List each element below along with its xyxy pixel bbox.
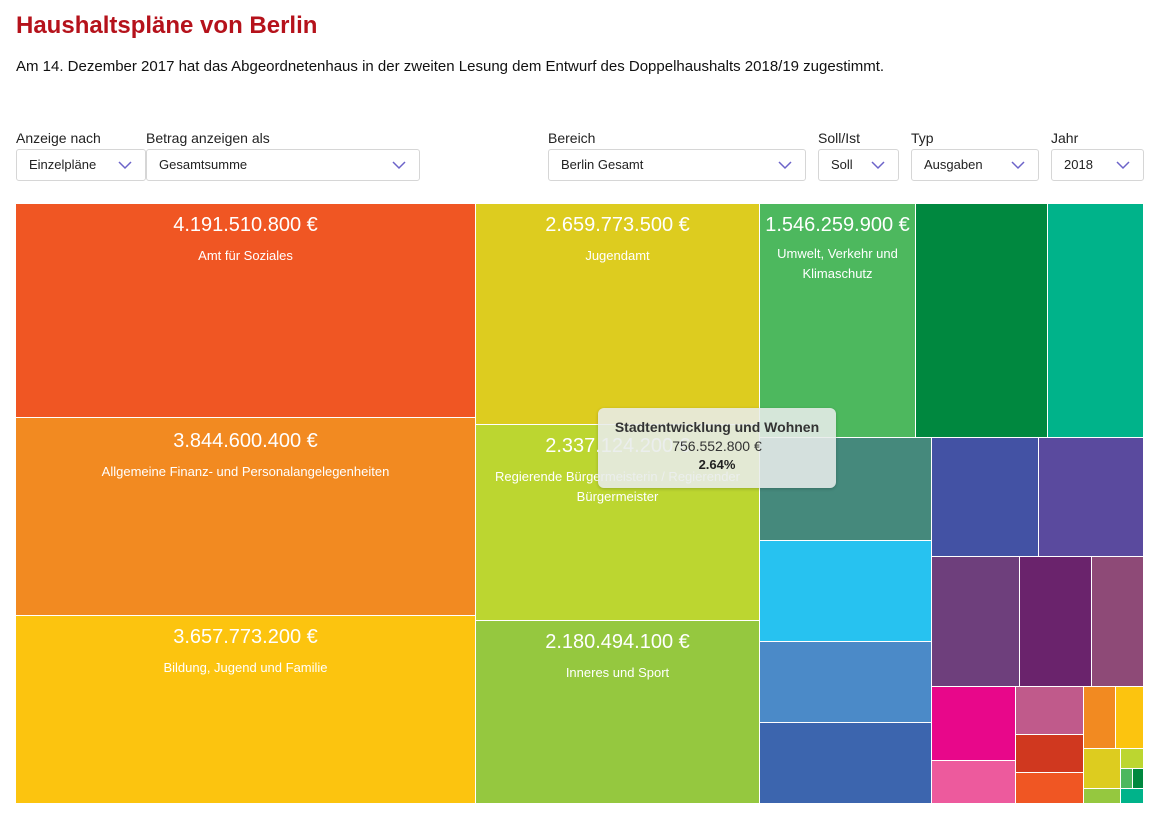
chevron-down-icon (778, 161, 792, 170)
bereich-value: Berlin Gesamt (561, 157, 644, 172)
treemap-tile[interactable]: 2.180.494.100 € Inneres und Sport (476, 621, 760, 804)
hover-tooltip: Stadtentwicklung und Wohnen 756.552.800 … (598, 408, 836, 488)
treemap-tile[interactable] (1084, 749, 1121, 789)
tile-value: 3.844.600.400 € (173, 430, 318, 452)
sollist-select[interactable]: Soll (818, 149, 899, 181)
typ-value: Ausgaben (924, 157, 983, 172)
chevron-down-icon (1116, 161, 1130, 170)
page-title: Haushaltspläne von Berlin (16, 12, 318, 39)
sollist-value: Soll (831, 157, 853, 172)
treemap-tile[interactable]: 4.191.510.800 € Amt für Soziales (16, 204, 476, 418)
tooltip-name: Stadtentwicklung und Wohnen (614, 419, 820, 435)
tile-name: Allgemeine Finanz- und Personalangelegen… (101, 464, 390, 479)
treemap-tile[interactable]: 2.659.773.500 € Jugendamt (476, 204, 760, 425)
treemap-tile[interactable] (760, 541, 932, 642)
treemap-tile[interactable] (1121, 749, 1144, 769)
treemap-tile[interactable] (932, 761, 1016, 804)
betrag-label: Betrag anzeigen als (146, 130, 270, 146)
treemap-tile[interactable] (760, 723, 932, 804)
chevron-down-icon (118, 161, 132, 170)
chevron-down-icon (1011, 161, 1025, 170)
betrag-value: Gesamtsumme (159, 157, 248, 172)
treemap-tile[interactable] (1039, 438, 1144, 557)
page-subtitle: Am 14. Dezember 2017 hat das Abgeordnete… (16, 58, 885, 75)
tile-name: Jugendamt (585, 248, 650, 263)
tile-name: Bildung, Jugend und Familie (163, 660, 328, 675)
bereich-select[interactable]: Berlin Gesamt (548, 149, 806, 181)
treemap-tile[interactable] (1116, 687, 1144, 749)
tile-name: Umwelt, Verkehr und Klimaschutz (777, 246, 898, 281)
treemap-tile[interactable] (1016, 687, 1084, 735)
tile-value: 3.657.773.200 € (173, 626, 318, 648)
bereich-label: Bereich (548, 130, 596, 146)
chevron-down-icon (871, 161, 885, 170)
treemap-tile[interactable] (1016, 773, 1084, 804)
treemap-tile[interactable]: 3.844.600.400 € Allgemeine Finanz- und Pe… (16, 418, 476, 616)
treemap-tile[interactable] (916, 204, 1048, 438)
treemap-tile[interactable]: 1.546.259.900 € Umwelt, Verkehr und Klima… (760, 204, 916, 438)
tile-value: 1.546.259.900 € (765, 214, 910, 236)
typ-label: Typ (911, 130, 934, 146)
betrag-select[interactable]: Gesamtsumme (146, 149, 420, 181)
treemap-tile[interactable] (1020, 557, 1092, 687)
treemap-tile[interactable] (932, 687, 1016, 761)
tile-name: Inneres und Sport (565, 665, 670, 680)
treemap-tile[interactable] (1048, 204, 1144, 438)
jahr-label: Jahr (1051, 130, 1079, 146)
treemap-tile[interactable]: 3.657.773.200 € Bildung, Jugend und Famil… (16, 616, 476, 804)
treemap-tile[interactable] (1084, 687, 1116, 749)
treemap-tile[interactable] (1084, 789, 1121, 804)
treemap-tile[interactable] (1121, 789, 1144, 804)
jahr-select[interactable]: 2018 (1051, 149, 1144, 181)
anzeige-value: Einzelpläne (29, 157, 97, 172)
tooltip-percent: 2.64% (698, 457, 736, 472)
tile-value: 2.180.494.100 € (545, 631, 690, 653)
treemap-tile[interactable] (1133, 769, 1144, 789)
treemap-tile[interactable] (1016, 735, 1084, 773)
treemap-tile[interactable] (932, 557, 1020, 687)
chevron-down-icon (392, 161, 406, 170)
anzeige-label: Anzeige nach (16, 130, 101, 146)
treemap-tile[interactable] (1121, 769, 1133, 789)
tooltip-value: 756.552.800 € (672, 438, 762, 454)
tile-value: 4.191.510.800 € (173, 214, 318, 236)
jahr-value: 2018 (1064, 157, 1093, 172)
tile-value: 2.659.773.500 € (545, 214, 690, 236)
anzeige-select[interactable]: Einzelpläne (16, 149, 146, 181)
treemap-tile[interactable] (760, 642, 932, 723)
sollist-label: Soll/Ist (818, 130, 861, 146)
typ-select[interactable]: Ausgaben (911, 149, 1039, 181)
treemap-tile[interactable] (932, 438, 1039, 557)
treemap-tile[interactable] (1092, 557, 1144, 687)
budget-treemap: 4.191.510.800 € Amt für Soziales 3.844.600… (16, 204, 1144, 804)
tile-name: Amt für Soziales (198, 248, 293, 263)
